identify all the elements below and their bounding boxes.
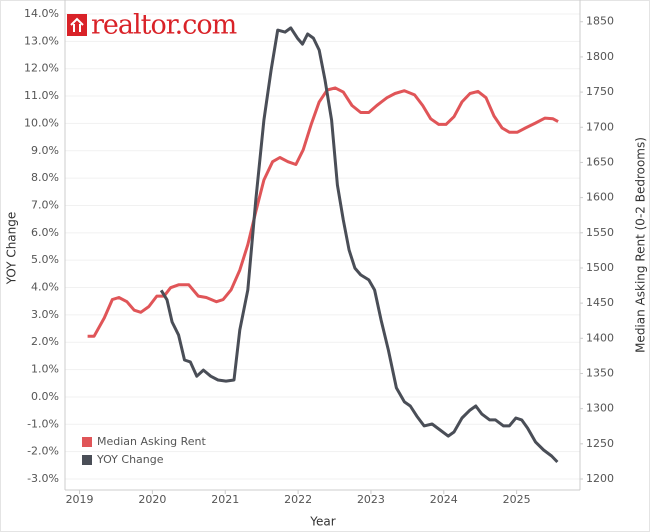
x-tick-label: 2024	[430, 493, 458, 506]
y-tick-label: 0.0%	[31, 390, 59, 403]
x-tick-label: 2021	[211, 493, 239, 506]
y-tick-label: -1.0%	[27, 417, 59, 430]
y2-tick-label: 1400	[586, 331, 614, 344]
y2-tick-label: 1750	[586, 85, 614, 98]
y-tick-label: 11.0%	[24, 89, 59, 102]
y-tick-label: 13.0%	[24, 34, 59, 47]
y-tick-label: -2.0%	[27, 445, 59, 458]
y-tick-label: 10.0%	[24, 116, 59, 129]
y2-tick-label: 1450	[586, 296, 614, 309]
y-axis-title: YOY Change	[5, 212, 19, 286]
y-tick-label: 8.0%	[31, 171, 59, 184]
y2-tick-label: 1850	[586, 15, 614, 28]
y2-tick-label: 1700	[586, 120, 614, 133]
y2-tick-label: 1550	[586, 226, 614, 239]
x-tick-label: 2022	[284, 493, 312, 506]
logo: realtor.com	[67, 10, 238, 41]
y2-tick-label: 1500	[586, 261, 614, 274]
grid	[65, 13, 580, 480]
y-tick-label: 7.0%	[31, 198, 59, 211]
y-tick-label: 9.0%	[31, 144, 59, 157]
x-tick-label: 2020	[138, 493, 166, 506]
logo-icon	[67, 14, 87, 36]
y-tick-label: 14.0%	[24, 7, 59, 20]
logo-house	[70, 17, 84, 32]
y2-tick-label: 1600	[586, 191, 614, 204]
y-tick-label: 2.0%	[31, 335, 59, 348]
legend-label: YOY Change	[96, 453, 164, 466]
y2-tick-label: 1200	[586, 472, 614, 485]
y2-tick-label: 1350	[586, 366, 614, 379]
x-tick-label: 2023	[357, 493, 385, 506]
legend-label: Median Asking Rent	[97, 435, 207, 448]
y-tick-label: 1.0%	[31, 363, 59, 376]
y-tick-label: 3.0%	[31, 308, 59, 321]
x-tick-label: 2025	[503, 493, 531, 506]
x-axis-title: Year	[309, 515, 335, 529]
y-tick-label: 4.0%	[31, 281, 59, 294]
y2-tick-label: 1250	[586, 437, 614, 450]
y-tick-label: 12.0%	[24, 62, 59, 75]
y-tick-label: 5.0%	[31, 253, 59, 266]
series-line	[159, 26, 559, 464]
y2-axis-title: Median Asking Rent (0-2 Bedrooms)	[634, 137, 648, 353]
y-tick-label: -3.0%	[27, 472, 59, 485]
y2-tick-label: 1300	[586, 402, 614, 415]
legend-swatch	[82, 437, 92, 447]
series-line	[87, 86, 559, 338]
y2-tick-label: 1650	[586, 155, 614, 168]
y2-tick-label: 1800	[586, 50, 614, 63]
legend-swatch	[82, 455, 92, 465]
x-tick-label: 2019	[66, 493, 94, 506]
logo-text: realtor.com	[91, 10, 237, 41]
y-tick-label: 6.0%	[31, 226, 59, 239]
